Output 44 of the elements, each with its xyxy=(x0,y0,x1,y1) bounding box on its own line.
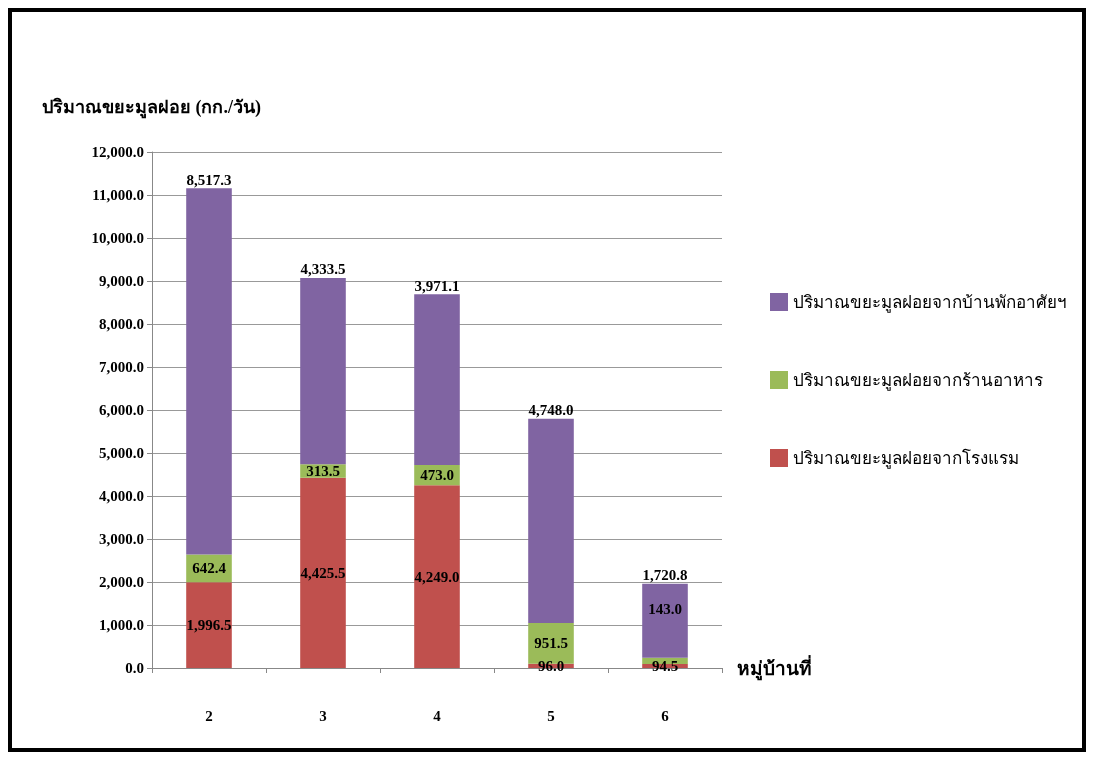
y-tick-label: 6,000.0 xyxy=(99,402,144,418)
y-tick-label: 1,000.0 xyxy=(99,617,144,633)
y-tick-label: 2,000.0 xyxy=(99,574,144,590)
x-tick-label: 5 xyxy=(547,707,555,724)
bar xyxy=(414,485,460,668)
x-axis-title: หมู่บ้านที่ xyxy=(737,654,812,681)
x-tick-label: 6 xyxy=(661,707,670,724)
bar xyxy=(300,277,346,465)
data-label: 4,333.5 xyxy=(300,261,346,278)
y-axis-title: ปริมาณขยะมูลฝอย (กก./วัน) xyxy=(42,97,261,119)
y-tick-label: 7,000.0 xyxy=(99,359,144,375)
bar xyxy=(414,294,460,465)
y-tick-label: 8,000.0 xyxy=(99,316,144,332)
y-tick-label: 10,000.0 xyxy=(91,230,144,246)
bar xyxy=(300,477,346,668)
y-tick-label: 4,000.0 xyxy=(99,488,144,504)
y-tick-label: 9,000.0 xyxy=(99,273,144,289)
y-tick-label: 0.0 xyxy=(125,660,144,676)
data-label: 1,996.5 xyxy=(186,617,232,634)
y-tick-label: 5,000.0 xyxy=(99,445,144,461)
data-label: 4,249.0 xyxy=(414,568,460,585)
x-tick-label: 3 xyxy=(319,707,327,724)
data-label: 951.5 xyxy=(534,635,568,652)
legend-label: ปริมาณขยะมูลฝอยจากโรงแรม xyxy=(793,447,1019,469)
bar xyxy=(186,188,232,555)
y-tick-label: 12,000.0 xyxy=(91,144,144,160)
data-label: 473.0 xyxy=(420,467,454,484)
data-label: 313.5 xyxy=(306,462,340,479)
legend-label: ปริมาณขยะมูลฝอยจากบ้านพักอาศัยฯ xyxy=(793,292,1067,313)
data-label: 1,720.8 xyxy=(642,567,688,584)
y-tick-label: 11,000.0 xyxy=(92,187,144,203)
data-label: 3,971.1 xyxy=(414,277,460,294)
bar xyxy=(642,583,688,658)
data-label: 8,517.3 xyxy=(186,171,232,188)
bar xyxy=(528,418,574,623)
data-label: 642.4 xyxy=(192,560,227,577)
bar xyxy=(186,582,232,668)
x-tick-label: 4 xyxy=(433,707,442,724)
y-tick-label: 3,000.0 xyxy=(99,531,144,547)
data-label: 143.0 xyxy=(648,601,682,618)
legend-label: ปริมาณขยะมูลฝอยจากร้านอาหาร xyxy=(793,370,1043,391)
x-tick-label: 2 xyxy=(205,707,213,724)
data-label: 4,748.0 xyxy=(528,402,574,419)
data-label: 4,425.5 xyxy=(300,564,346,581)
